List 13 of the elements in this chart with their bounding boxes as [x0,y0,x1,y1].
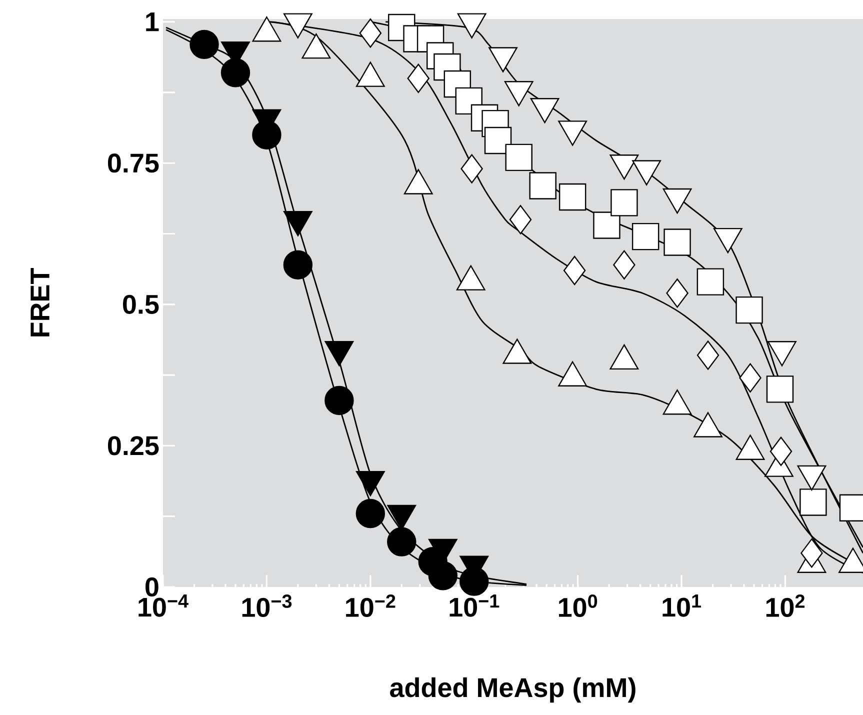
y-tick-label: 0.5 [123,294,159,314]
x-tick-label: 10$^{−3}$ [242,594,292,618]
y-axis-title: FRET [30,268,50,336]
y-tick-label: 1 [146,12,159,32]
y-tick-label: 0 [146,577,158,597]
x-axis-title: added MeAsp (mM) [390,677,636,703]
x-tick-label: 10$^{1}$ [662,594,702,617]
x-tick-label: 10$^{2}$ [766,594,805,618]
x-tick-label: 10$^{−2}$ [346,594,396,618]
y-tick-label: 0.25 [108,436,159,456]
x-tick-label: 10$^{0}$ [559,594,598,618]
y-tick-label: 0.75 [108,154,159,173]
x-tick-label: 10$^{−1}$ [450,594,500,617]
